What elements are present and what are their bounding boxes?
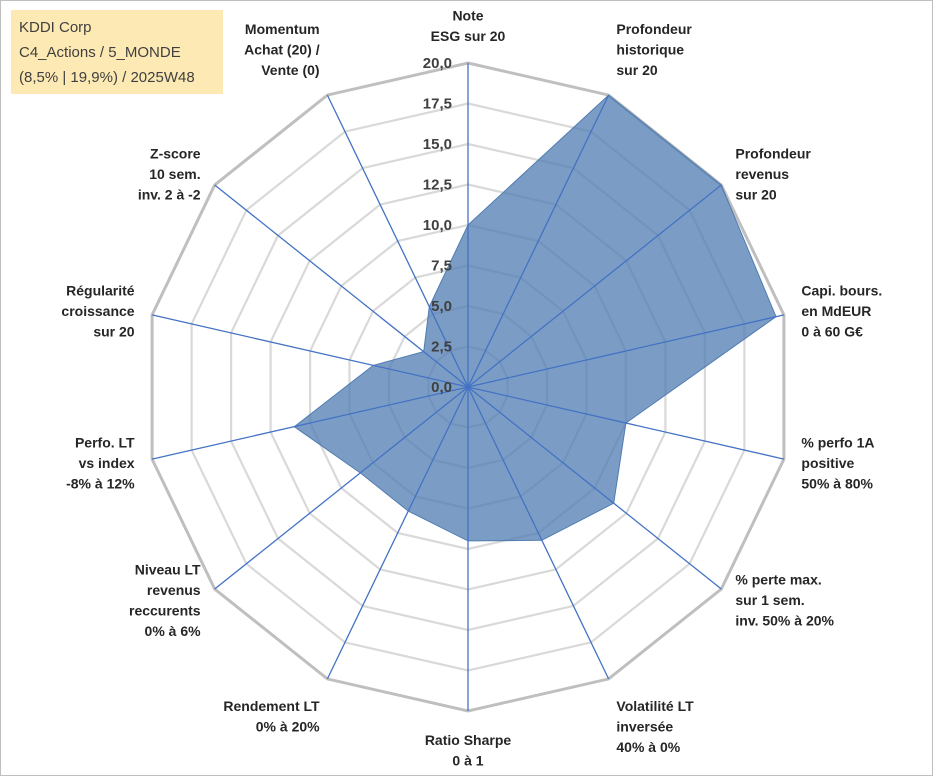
axis-label: % perfo 1A positive 50% à 80% <box>801 435 874 492</box>
axis-label-line: Niveau LT <box>135 562 201 578</box>
tick-label: 5,0 <box>431 298 452 315</box>
axis-label-line: Perfo. LT <box>75 435 135 451</box>
axis-label-line: inv. 50% à 20% <box>735 613 834 629</box>
series-area <box>293 94 777 542</box>
axis-spoke <box>151 386 469 460</box>
tick-label: 10,0 <box>423 217 452 234</box>
tick-label: 2,5 <box>431 339 452 356</box>
axis-label-line: % perte max. <box>735 572 821 588</box>
axis-label-line: inversée <box>616 719 673 735</box>
axis-label-line: ESG sur 20 <box>431 28 506 44</box>
axis-label-line: vs index <box>79 455 135 471</box>
axis-label: Momentum Achat (20) / Vente (0) <box>244 21 320 78</box>
axis-spoke <box>467 386 785 460</box>
axis-label-line: 10 sem. <box>149 166 200 182</box>
axis-label-line: Régularité <box>66 282 135 298</box>
info-category: C4_Actions / 5_MONDE <box>19 44 181 61</box>
axis-label-line: Volatilité LT <box>616 698 694 714</box>
axis-spoke <box>151 314 469 388</box>
tick-label: 7,5 <box>431 258 452 275</box>
tick-label: 20,0 <box>423 55 452 72</box>
axis-label: Profondeur revenus sur 20 <box>735 145 811 202</box>
axis-label-line: Z-score <box>150 145 201 161</box>
axis-spoke <box>467 314 785 388</box>
axis-label: Volatilité LT inversée 40% à 0% <box>616 698 694 755</box>
axis-label-line: 0% à 20% <box>256 719 320 735</box>
axis-label: Ratio Sharpe 0 à 1 <box>425 732 512 769</box>
axis-label-line: sur 20 <box>735 186 776 202</box>
axis-spokes <box>151 63 785 711</box>
axis-label-line: revenus <box>735 166 789 182</box>
axis-label: Perfo. LT vs index -8% à 12% <box>66 435 135 492</box>
axis-label-line: en MdEUR <box>801 303 871 319</box>
axis-spoke <box>467 386 722 590</box>
axis-label-line: 0 à 60 G€ <box>801 323 863 339</box>
axis-label-line: Vente (0) <box>261 62 319 78</box>
axis-label-line: inv. 2 à -2 <box>138 186 201 202</box>
axis-label: Profondeur historique sur 20 <box>616 21 692 78</box>
radial-tick-labels: 0,0 2,5 5,0 7,5 10,0 12,5 15,0 17,5 20,0 <box>423 55 452 396</box>
axis-label-line: Profondeur <box>735 145 811 161</box>
axis-spoke <box>214 386 469 590</box>
axis-spoke <box>467 386 610 680</box>
axis-label-line: sur 1 sem. <box>735 592 804 608</box>
axis-spoke <box>467 94 610 388</box>
axis-label: Régularité croissance sur 20 <box>61 282 134 339</box>
axis-label-line: positive <box>801 455 854 471</box>
axis-label-line: revenus <box>147 582 201 598</box>
axis-label-line: sur 20 <box>616 62 657 78</box>
axis-label-line: historique <box>616 41 684 57</box>
axis-spoke <box>214 184 469 388</box>
axis-label: Niveau LT revenus reccurents 0% à 6% <box>129 562 201 640</box>
tick-label: 15,0 <box>423 136 452 153</box>
axis-spoke <box>326 94 469 388</box>
axis-label-line: croissance <box>61 303 134 319</box>
info-metrics: (8,5% | 19,9%) / 2025W48 <box>19 69 195 86</box>
axis-label: Capi. bours. en MdEUR 0 à 60 G€ <box>801 282 882 339</box>
axis-label-line: 40% à 0% <box>616 739 680 755</box>
tick-label: 0,0 <box>431 379 452 396</box>
axis-label: Z-score 10 sem. inv. 2 à -2 <box>138 145 201 202</box>
axis-label-line: Ratio Sharpe <box>425 732 512 748</box>
axis-label-line: Achat (20) / <box>244 41 320 57</box>
axis-label-line: Profondeur <box>616 21 692 37</box>
axis-label: Note ESG sur 20 <box>431 8 506 45</box>
axis-labels: Note ESG sur 20 Profondeur historique sur 20… <box>61 8 882 769</box>
axis-label-line: Momentum <box>245 21 320 37</box>
axis-label-line: -8% à 12% <box>66 476 135 492</box>
axis-label-line: sur 20 <box>93 323 134 339</box>
axis-spoke <box>326 386 469 680</box>
series-layer <box>293 94 777 542</box>
axis-label-line: 0% à 6% <box>145 623 202 639</box>
info-company: KDDI Corp <box>19 19 92 36</box>
tick-label: 12,5 <box>423 177 452 194</box>
axis-label-line: 50% à 80% <box>801 476 873 492</box>
axis-label-line: 0 à 1 <box>452 753 483 769</box>
axis-label-line: Capi. bours. <box>801 282 882 298</box>
tick-label: 17,5 <box>423 96 452 113</box>
info-box: KDDI Corp C4_Actions / 5_MONDE (8,5% | 1… <box>11 10 223 94</box>
axis-label-line: % perfo 1A <box>801 435 874 451</box>
axis-label: Rendement LT 0% à 20% <box>223 698 320 735</box>
axis-spoke <box>467 184 722 388</box>
axis-label-line: Rendement LT <box>223 698 320 714</box>
axis-label: % perte max. sur 1 sem. inv. 50% à 20% <box>735 572 834 629</box>
axis-label-line: reccurents <box>129 603 201 619</box>
axis-label-line: Note <box>452 8 483 24</box>
